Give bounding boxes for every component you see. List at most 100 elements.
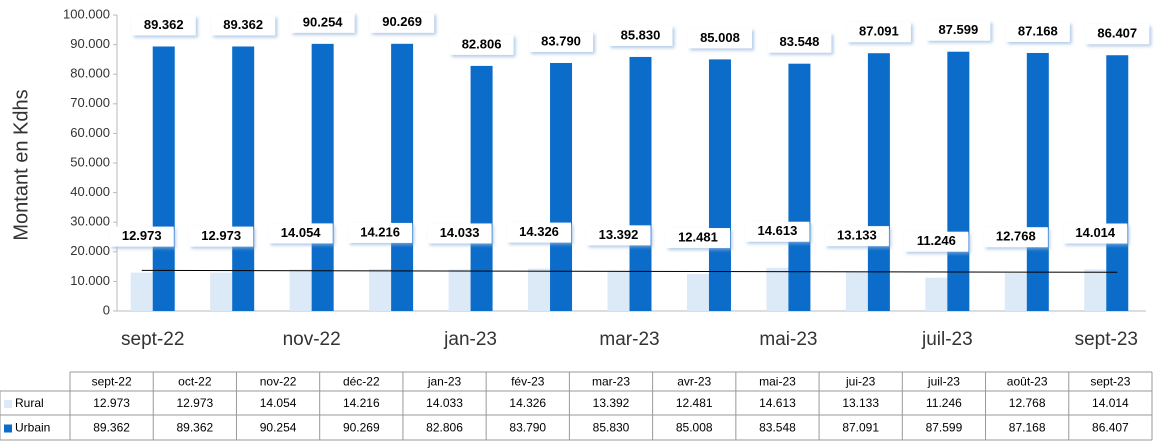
label-box — [109, 226, 174, 247]
table-header: mar-23 — [592, 375, 630, 389]
table-cell: 89.362 — [93, 421, 130, 435]
x-tick-label: mar-23 — [599, 329, 659, 350]
bar — [607, 271, 630, 311]
table-cell: 85.830 — [593, 421, 630, 435]
y-tick-label: 20.000 — [70, 243, 110, 258]
legend-label: Rural — [15, 396, 44, 410]
legend-label: Urbain — [15, 421, 50, 435]
data-label: 87.599 — [938, 22, 978, 37]
legend-swatch — [4, 400, 12, 408]
y-tick-label: 100.000 — [63, 6, 110, 21]
label-box — [427, 223, 492, 244]
label-box — [687, 28, 752, 49]
label-box — [904, 231, 969, 252]
bar — [210, 272, 233, 311]
table-cell: 13.133 — [842, 396, 879, 410]
bar — [448, 269, 471, 311]
table-header: sept-22 — [92, 375, 132, 389]
table-header: oct-22 — [178, 375, 212, 389]
bar — [629, 56, 652, 311]
x-tick-label: sept-22 — [121, 329, 184, 350]
table-cell: 82.806 — [426, 421, 463, 435]
label-box — [608, 25, 673, 46]
data-label: 85.830 — [621, 27, 661, 42]
bar — [232, 46, 255, 312]
label-box — [846, 22, 911, 43]
table-cell: 87.599 — [926, 421, 963, 435]
label-box — [529, 31, 594, 52]
label-box — [131, 15, 196, 36]
data-label: 14.033 — [440, 225, 480, 240]
bar — [708, 59, 731, 312]
y-axis-title: Montant en Kdhs — [10, 89, 32, 240]
data-label: 11.246 — [917, 233, 956, 248]
table-cell: 90.254 — [260, 421, 297, 435]
data-label: 14.216 — [360, 224, 400, 239]
table-cell: 13.392 — [593, 396, 630, 410]
bar — [1106, 55, 1129, 312]
x-tick-label: mai-23 — [759, 329, 817, 350]
label-box — [1005, 21, 1070, 42]
bar — [152, 46, 175, 312]
data-label: 86.407 — [1097, 26, 1137, 41]
table-cell: 87.168 — [1009, 421, 1046, 435]
label-box — [586, 225, 651, 246]
table-cell: 12.973 — [93, 396, 130, 410]
trend-line — [141, 269, 1118, 273]
table-cell: 12.481 — [676, 396, 713, 410]
bar — [788, 63, 811, 311]
label-box — [1063, 223, 1128, 244]
table-header: mai-23 — [759, 375, 796, 389]
label-box — [665, 228, 730, 249]
label-box — [449, 34, 514, 55]
table-cell: 12.768 — [1009, 396, 1046, 410]
table-cell: 14.613 — [759, 396, 796, 410]
y-tick-label: 0 — [103, 302, 110, 317]
y-tick-label: 50.000 — [70, 154, 110, 169]
data-label: 87.091 — [859, 24, 899, 39]
table-cell: 83.790 — [509, 421, 546, 435]
bar — [1084, 269, 1107, 311]
data-label: 89.362 — [144, 17, 184, 32]
table-cell: 14.014 — [1092, 396, 1129, 410]
data-label: 12.768 — [996, 229, 1036, 244]
data-label: 89.362 — [223, 17, 263, 32]
data-label: 13.392 — [599, 227, 639, 242]
label-box — [507, 222, 572, 243]
data-label: 85.008 — [700, 30, 740, 45]
table-header: déc-22 — [343, 375, 380, 389]
table-cell: 12.973 — [176, 396, 213, 410]
data-table: sept-22 oct-22 nov-22 déc-22 jan-23 fév-23 mar… — [0, 371, 1153, 441]
table-cell: 14.033 — [426, 396, 463, 410]
data-label: 90.269 — [382, 14, 422, 29]
y-tick-label: 80.000 — [70, 66, 110, 81]
table-cell: 85.008 — [676, 421, 713, 435]
label-box — [926, 20, 991, 41]
data-label: 14.613 — [758, 223, 798, 238]
table-header: fév-23 — [511, 375, 545, 389]
data-label: 83.548 — [780, 34, 820, 49]
y-tick-label: 10.000 — [70, 273, 110, 288]
data-label: 12.973 — [201, 228, 241, 243]
table-cell: 14.054 — [260, 396, 297, 410]
x-tick-label: juil-23 — [921, 329, 973, 350]
bar — [391, 43, 414, 311]
data-label: 14.326 — [519, 224, 559, 239]
data-label: 82.806 — [462, 36, 502, 51]
label-box — [189, 226, 254, 247]
x-tick-label: jan-23 — [443, 329, 497, 350]
label-box — [211, 15, 276, 36]
table-cell: 11.246 — [926, 396, 962, 410]
bar — [867, 53, 890, 312]
data-label: 14.054 — [281, 225, 322, 240]
table-header: avr-23 — [677, 375, 711, 389]
label-box — [290, 12, 355, 33]
y-tick-label: 60.000 — [70, 125, 110, 140]
y-tick-label: 70.000 — [70, 95, 110, 110]
label-box — [268, 223, 333, 244]
data-label: 13.133 — [837, 228, 877, 243]
label-box — [745, 221, 810, 242]
y-tick-label: 90.000 — [70, 36, 110, 51]
bar — [845, 272, 868, 311]
